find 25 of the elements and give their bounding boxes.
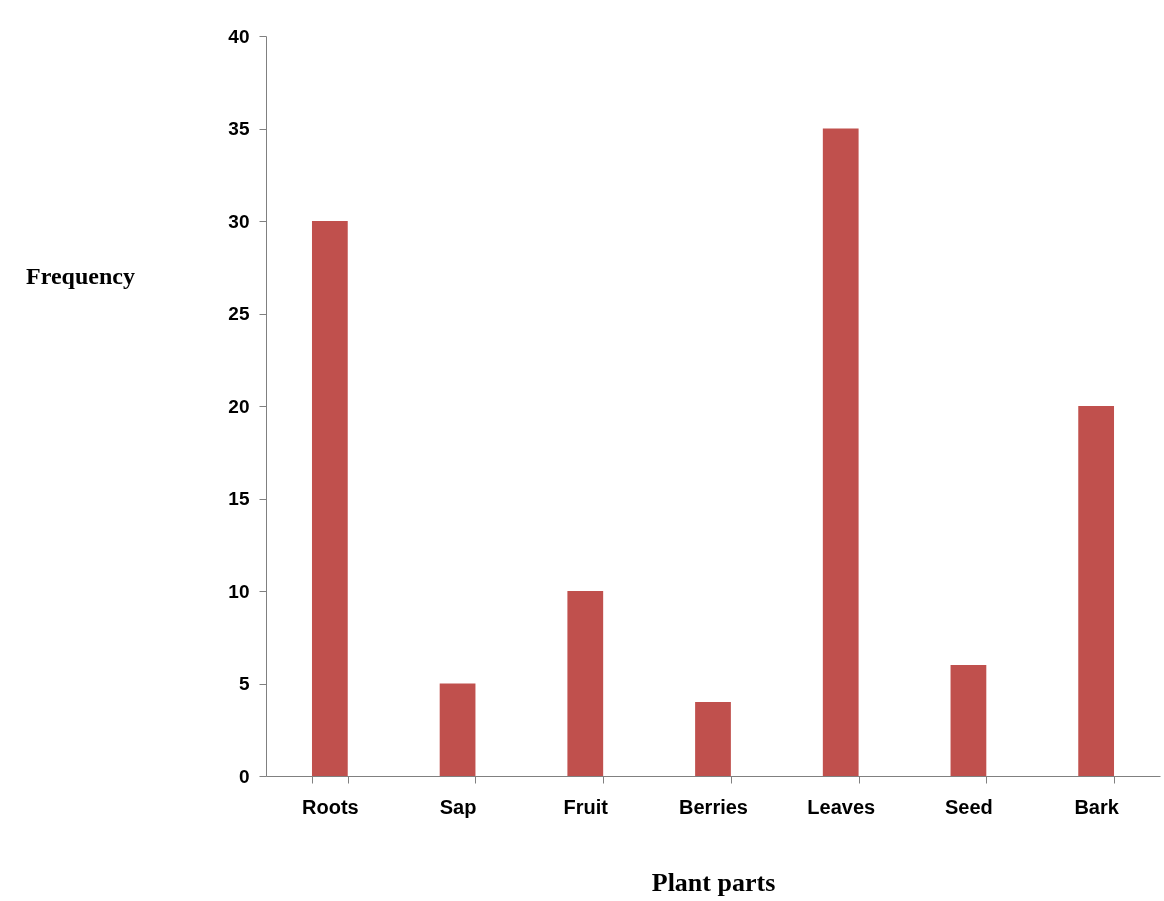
x-axis-title: Plant parts (651, 867, 776, 897)
y-tick-label: 5 (238, 673, 250, 694)
y-axis-title: Frequency (26, 262, 135, 289)
x-tick-label: Bark (1074, 795, 1120, 818)
x-tick-label: Seed (945, 795, 993, 818)
bar (311, 221, 348, 776)
bar (695, 702, 731, 776)
bar (567, 591, 604, 776)
y-tick-label: 10 (228, 580, 250, 602)
y-tick-label: 35 (228, 118, 250, 139)
bar (950, 665, 987, 776)
y-tick-label: 25 (228, 303, 250, 324)
bar (822, 128, 859, 776)
y-tick-label: 40 (228, 25, 250, 47)
bar (1078, 406, 1115, 776)
y-tick-label: 20 (228, 395, 250, 417)
x-tick-label: Leaves (807, 795, 876, 818)
x-tick-label: Fruit (563, 795, 609, 818)
x-tick-label: Sap (439, 795, 477, 818)
bar (439, 683, 476, 776)
x-tick-label: Berries (679, 795, 748, 818)
y-tick-label: 15 (228, 488, 250, 509)
y-tick-label: 0 (238, 765, 250, 787)
x-tick-label: Roots (302, 795, 359, 818)
y-tick-label: 30 (228, 210, 250, 232)
